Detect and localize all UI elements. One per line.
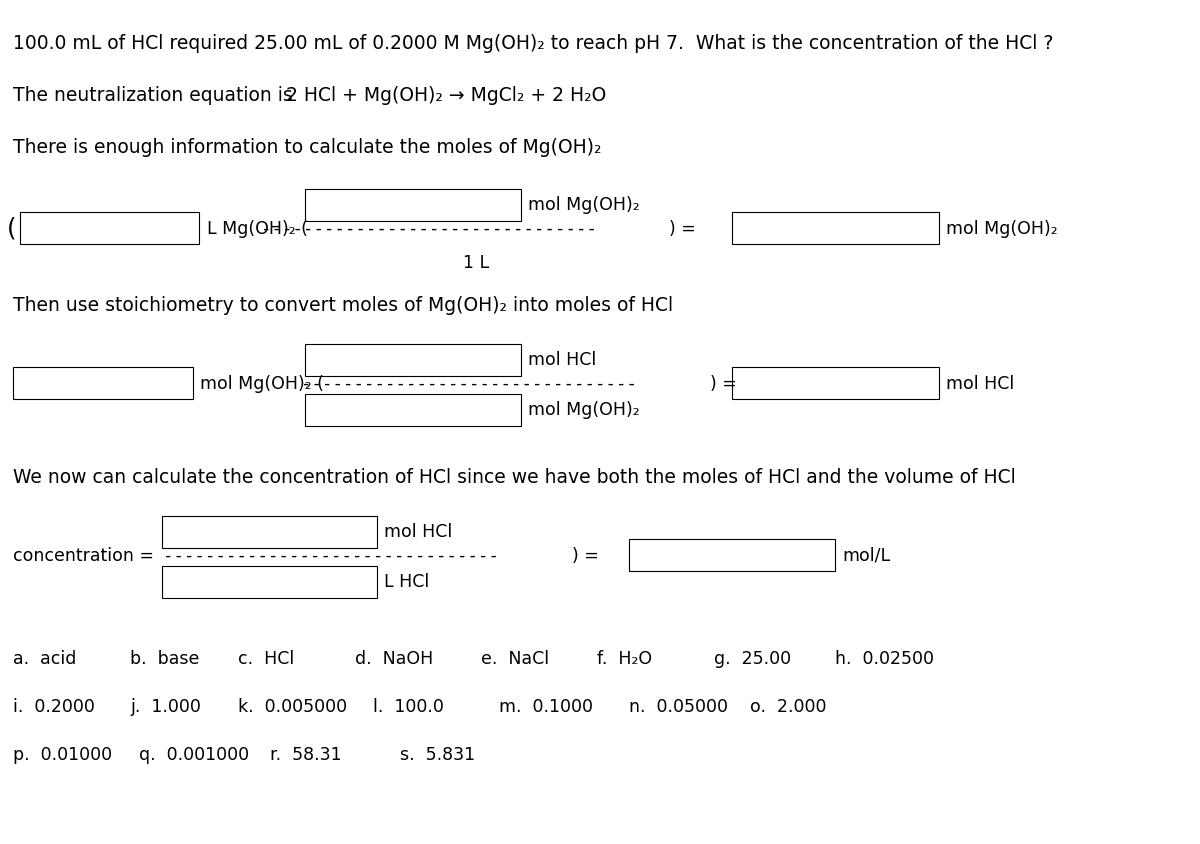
Text: s.  5.831: s. 5.831 — [400, 746, 475, 764]
Text: --------------------------------: -------------------------------- — [163, 547, 499, 565]
FancyBboxPatch shape — [306, 189, 521, 221]
Text: k.  0.005000: k. 0.005000 — [238, 698, 347, 716]
Text: q.  0.001000: q. 0.001000 — [139, 746, 250, 764]
Text: Then use stoichiometry to convert moles of Mg(OH)₂ into moles of HCl: Then use stoichiometry to convert moles … — [13, 296, 673, 315]
Text: h.  0.02500: h. 0.02500 — [835, 650, 935, 668]
Text: mol Mg(OH)₂: mol Mg(OH)₂ — [946, 220, 1057, 238]
Text: mol HCl: mol HCl — [384, 523, 452, 541]
Text: j.  1.000: j. 1.000 — [131, 698, 202, 716]
Text: n.  0.05000: n. 0.05000 — [629, 698, 728, 716]
Text: L HCl: L HCl — [384, 573, 430, 591]
Text: concentration =: concentration = — [13, 547, 155, 565]
Text: mol Mg(OH)₂: mol Mg(OH)₂ — [528, 401, 640, 419]
Text: 1 L: 1 L — [463, 254, 490, 272]
FancyBboxPatch shape — [732, 212, 938, 244]
Text: l.  100.0: l. 100.0 — [373, 698, 444, 716]
Text: L Mg(OH)₂ (: L Mg(OH)₂ ( — [206, 220, 307, 238]
Text: g.  25.00: g. 25.00 — [714, 650, 791, 668]
FancyBboxPatch shape — [162, 566, 377, 598]
Text: 100.0 mL of HCl required 25.00 mL of 0.2000 M Mg(OH)₂ to reach pH 7.  What is th: 100.0 mL of HCl required 25.00 mL of 0.2… — [13, 34, 1054, 53]
Text: a.  acid: a. acid — [13, 650, 77, 668]
Text: ) =: ) = — [572, 547, 599, 565]
Text: i.  0.2000: i. 0.2000 — [13, 698, 95, 716]
Text: p.  0.01000: p. 0.01000 — [13, 746, 113, 764]
Text: There is enough information to calculate the moles of Mg(OH)₂: There is enough information to calculate… — [13, 138, 602, 157]
Text: b.  base: b. base — [131, 650, 199, 668]
Text: mol/L: mol/L — [842, 547, 890, 565]
Text: --------------------------------: -------------------------------- — [301, 375, 637, 393]
Text: 2 HCl + Mg(OH)₂ → MgCl₂ + 2 H₂O: 2 HCl + Mg(OH)₂ → MgCl₂ + 2 H₂O — [286, 86, 606, 105]
Text: ) =: ) = — [670, 220, 696, 238]
Text: mol Mg(OH)₂ (: mol Mg(OH)₂ ( — [200, 375, 324, 393]
FancyBboxPatch shape — [306, 394, 521, 426]
Text: mol Mg(OH)₂: mol Mg(OH)₂ — [528, 196, 640, 214]
Text: mol HCl: mol HCl — [946, 375, 1014, 393]
Text: ) =: ) = — [709, 375, 737, 393]
Text: (: ( — [7, 216, 17, 240]
Text: We now can calculate the concentration of HCl since we have both the moles of HC: We now can calculate the concentration o… — [13, 468, 1016, 487]
FancyBboxPatch shape — [306, 344, 521, 376]
Text: o.  2.000: o. 2.000 — [750, 698, 827, 716]
FancyBboxPatch shape — [13, 367, 193, 399]
Text: e.  NaCl: e. NaCl — [481, 650, 548, 668]
Text: f.  H₂O: f. H₂O — [598, 650, 653, 668]
FancyBboxPatch shape — [19, 212, 199, 244]
Text: c.  HCl: c. HCl — [238, 650, 294, 668]
Text: r.  58.31: r. 58.31 — [270, 746, 341, 764]
Text: The neutralization equation is: The neutralization equation is — [13, 86, 293, 105]
Text: d.  NaOH: d. NaOH — [355, 650, 433, 668]
Text: m.  0.1000: m. 0.1000 — [498, 698, 593, 716]
FancyBboxPatch shape — [732, 367, 938, 399]
FancyBboxPatch shape — [162, 516, 377, 548]
FancyBboxPatch shape — [629, 539, 835, 571]
Text: --------------------------------: -------------------------------- — [260, 220, 596, 238]
Text: mol HCl: mol HCl — [528, 351, 596, 369]
